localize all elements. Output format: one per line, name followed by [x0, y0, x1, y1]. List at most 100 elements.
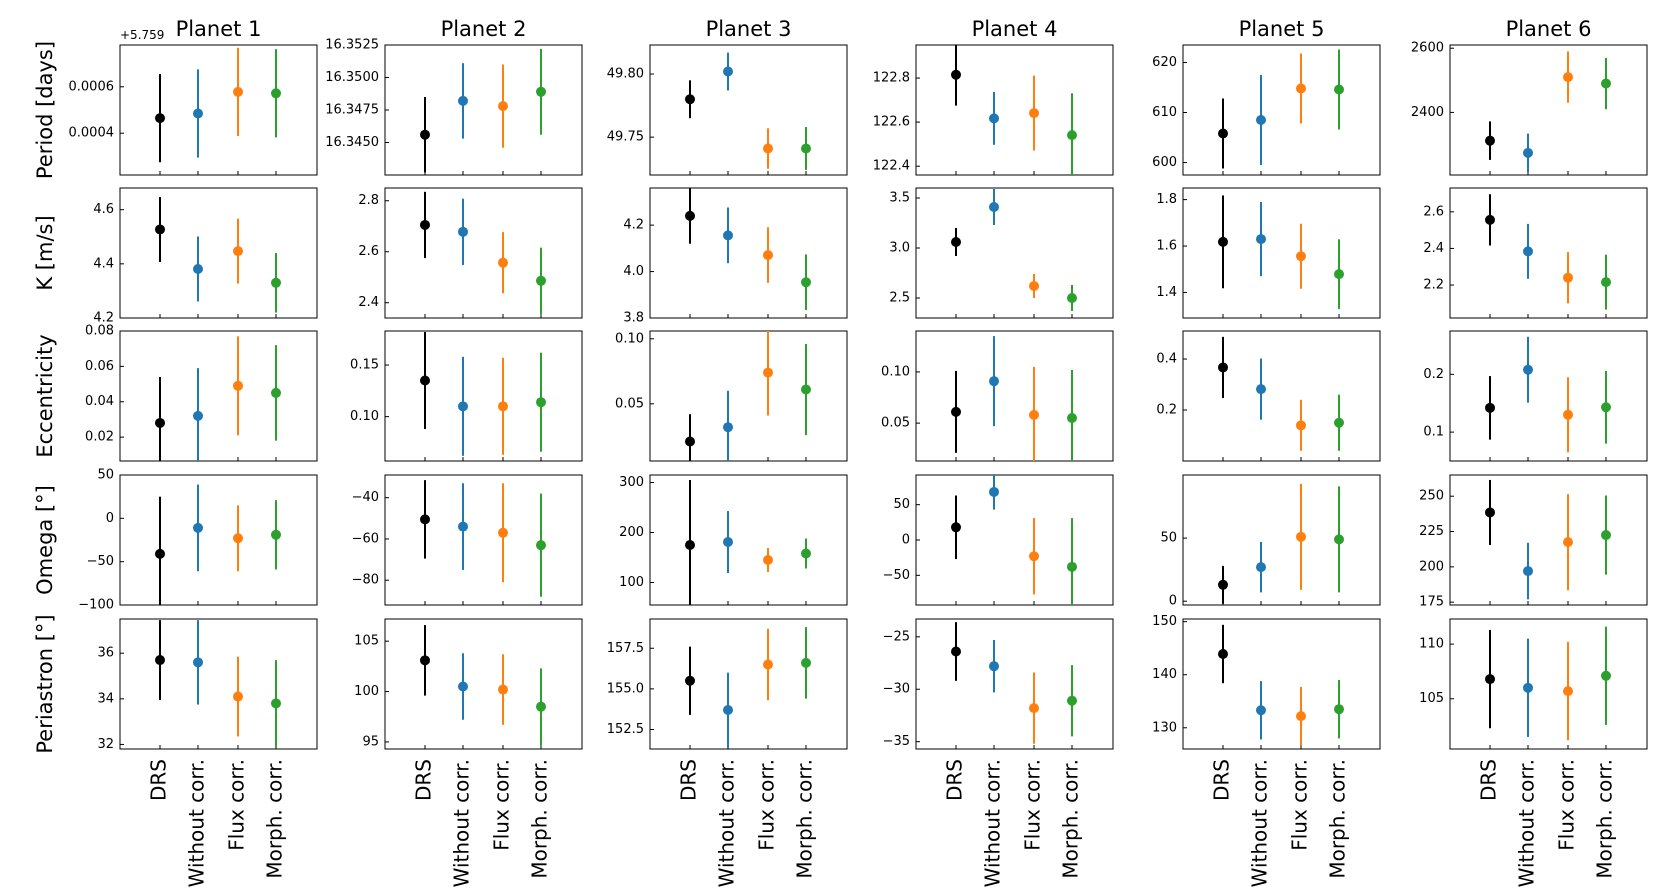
- point-drs: [951, 406, 961, 417]
- point-flux-corr: [498, 401, 508, 412]
- y-tick-label: 140: [1152, 667, 1177, 682]
- y-tick-label: 225: [1419, 524, 1444, 539]
- point-without-corr: [1523, 566, 1533, 577]
- y-tick-label: 4.6: [93, 202, 114, 217]
- panel-p5-1: 600 610 620: [1152, 44, 1381, 176]
- series-marks: [685, 52, 811, 170]
- point-morph-corr: [1334, 269, 1344, 280]
- y-tick-label: −30: [883, 682, 910, 697]
- point-morph-corr: [1334, 84, 1344, 95]
- point-flux-corr: [1296, 531, 1306, 542]
- point-flux-corr: [1029, 108, 1039, 119]
- y-tick-label: 122.4: [873, 159, 910, 174]
- point-drs: [685, 540, 695, 550]
- point-morph-corr: [1334, 534, 1344, 545]
- y-tick-label: 2.8: [358, 193, 379, 208]
- point-flux-corr: [1563, 537, 1573, 548]
- point-morph-corr: [536, 397, 546, 408]
- point-drs: [420, 514, 430, 525]
- point-without-corr: [193, 263, 203, 274]
- y-tick-label: 36: [97, 646, 114, 661]
- series-marks: [951, 45, 1077, 175]
- y-tick-label: 2400: [1411, 105, 1444, 120]
- y-tick-label: 0.10: [350, 409, 379, 424]
- axes-frame: [915, 44, 1114, 176]
- axes-frame: [119, 618, 318, 750]
- point-without-corr: [723, 422, 733, 433]
- y-tick-label: 32: [97, 737, 114, 752]
- x-category-label: Morph. corr.: [1593, 759, 1617, 879]
- panel-p6-4: 175 200 225 250: [1419, 474, 1648, 610]
- y-tick-label: 1.8: [1156, 192, 1177, 207]
- x-category-label: Without corr.: [450, 759, 474, 887]
- point-drs: [685, 675, 695, 686]
- panel-p3-3: 0.05 0.10: [615, 330, 848, 462]
- axes-frame: [1449, 474, 1648, 606]
- panel-p1-5: 32 34 36: [97, 618, 318, 752]
- y-tick-label: 0.05: [881, 416, 910, 431]
- point-without-corr: [989, 661, 999, 672]
- series-marks: [951, 336, 1077, 461]
- panel-p4-2: 2.5 3.0 3.5: [889, 187, 1114, 319]
- y-tick-label: 16.3475: [325, 103, 379, 118]
- y-tick-label: 110: [1419, 637, 1444, 652]
- point-morph-corr: [1601, 402, 1611, 413]
- axes-frame: [649, 618, 848, 750]
- y-tick-label: 0: [106, 511, 114, 526]
- point-drs: [951, 522, 961, 533]
- x-category-label: DRS: [943, 759, 967, 801]
- y-tick-label: 0.05: [615, 396, 644, 411]
- axes-frame: [1449, 187, 1648, 319]
- x-category-label: Without corr.: [981, 759, 1005, 887]
- point-without-corr: [1256, 115, 1266, 125]
- point-morph-corr: [1067, 561, 1077, 572]
- axes-frame: [649, 330, 848, 462]
- series-marks: [155, 336, 281, 461]
- point-morph-corr: [536, 86, 546, 97]
- point-without-corr: [193, 522, 203, 533]
- y-tick-label: 105: [354, 634, 379, 649]
- y-tick-label: 0.10: [615, 331, 644, 346]
- point-morph-corr: [801, 548, 811, 559]
- series-marks: [420, 480, 546, 597]
- x-category-label: Morph. corr.: [1059, 759, 1083, 879]
- point-morph-corr: [271, 88, 281, 99]
- panel-p3-4: 100 200 300: [619, 474, 848, 606]
- point-drs: [1485, 507, 1495, 518]
- point-without-corr: [458, 401, 468, 412]
- point-morph-corr: [1067, 695, 1077, 706]
- point-without-corr: [193, 410, 203, 421]
- panel-p2-3: 0.10 0.15: [350, 330, 583, 462]
- point-drs: [1218, 236, 1228, 247]
- parameter-label: Omega [°]: [33, 485, 57, 595]
- y-tick-label: 2.2: [1423, 278, 1444, 293]
- point-flux-corr: [763, 659, 773, 670]
- axes-frame: [649, 474, 848, 606]
- point-drs: [1485, 214, 1495, 225]
- y-tick-label: 155.0: [607, 681, 644, 696]
- y-tick-label: 152.5: [607, 722, 644, 737]
- parameter-label: Eccentricity: [33, 334, 57, 457]
- panel-p3-1: 49.75 49.80: [607, 44, 848, 176]
- point-flux-corr: [1563, 409, 1573, 420]
- point-without-corr: [989, 486, 999, 497]
- y-tick-label: 0.15: [350, 358, 379, 373]
- point-without-corr: [1256, 384, 1266, 395]
- point-morph-corr: [1067, 130, 1077, 141]
- series-marks: [685, 188, 811, 311]
- axes-frame: [915, 330, 1114, 462]
- point-drs: [951, 646, 961, 657]
- series-marks: [1485, 626, 1611, 741]
- y-tick-label: 0.0004: [69, 126, 115, 141]
- point-drs: [685, 436, 695, 447]
- x-category-label: Morph. corr.: [1326, 759, 1350, 879]
- y-tick-label: 95: [362, 734, 379, 749]
- point-morph-corr: [271, 387, 281, 398]
- axes-frame: [384, 330, 583, 462]
- point-drs: [420, 655, 430, 666]
- y-tick-label: 4.0: [623, 264, 644, 279]
- point-drs: [155, 224, 165, 235]
- y-tick-label: 0.2: [1156, 403, 1177, 418]
- point-flux-corr: [233, 533, 243, 544]
